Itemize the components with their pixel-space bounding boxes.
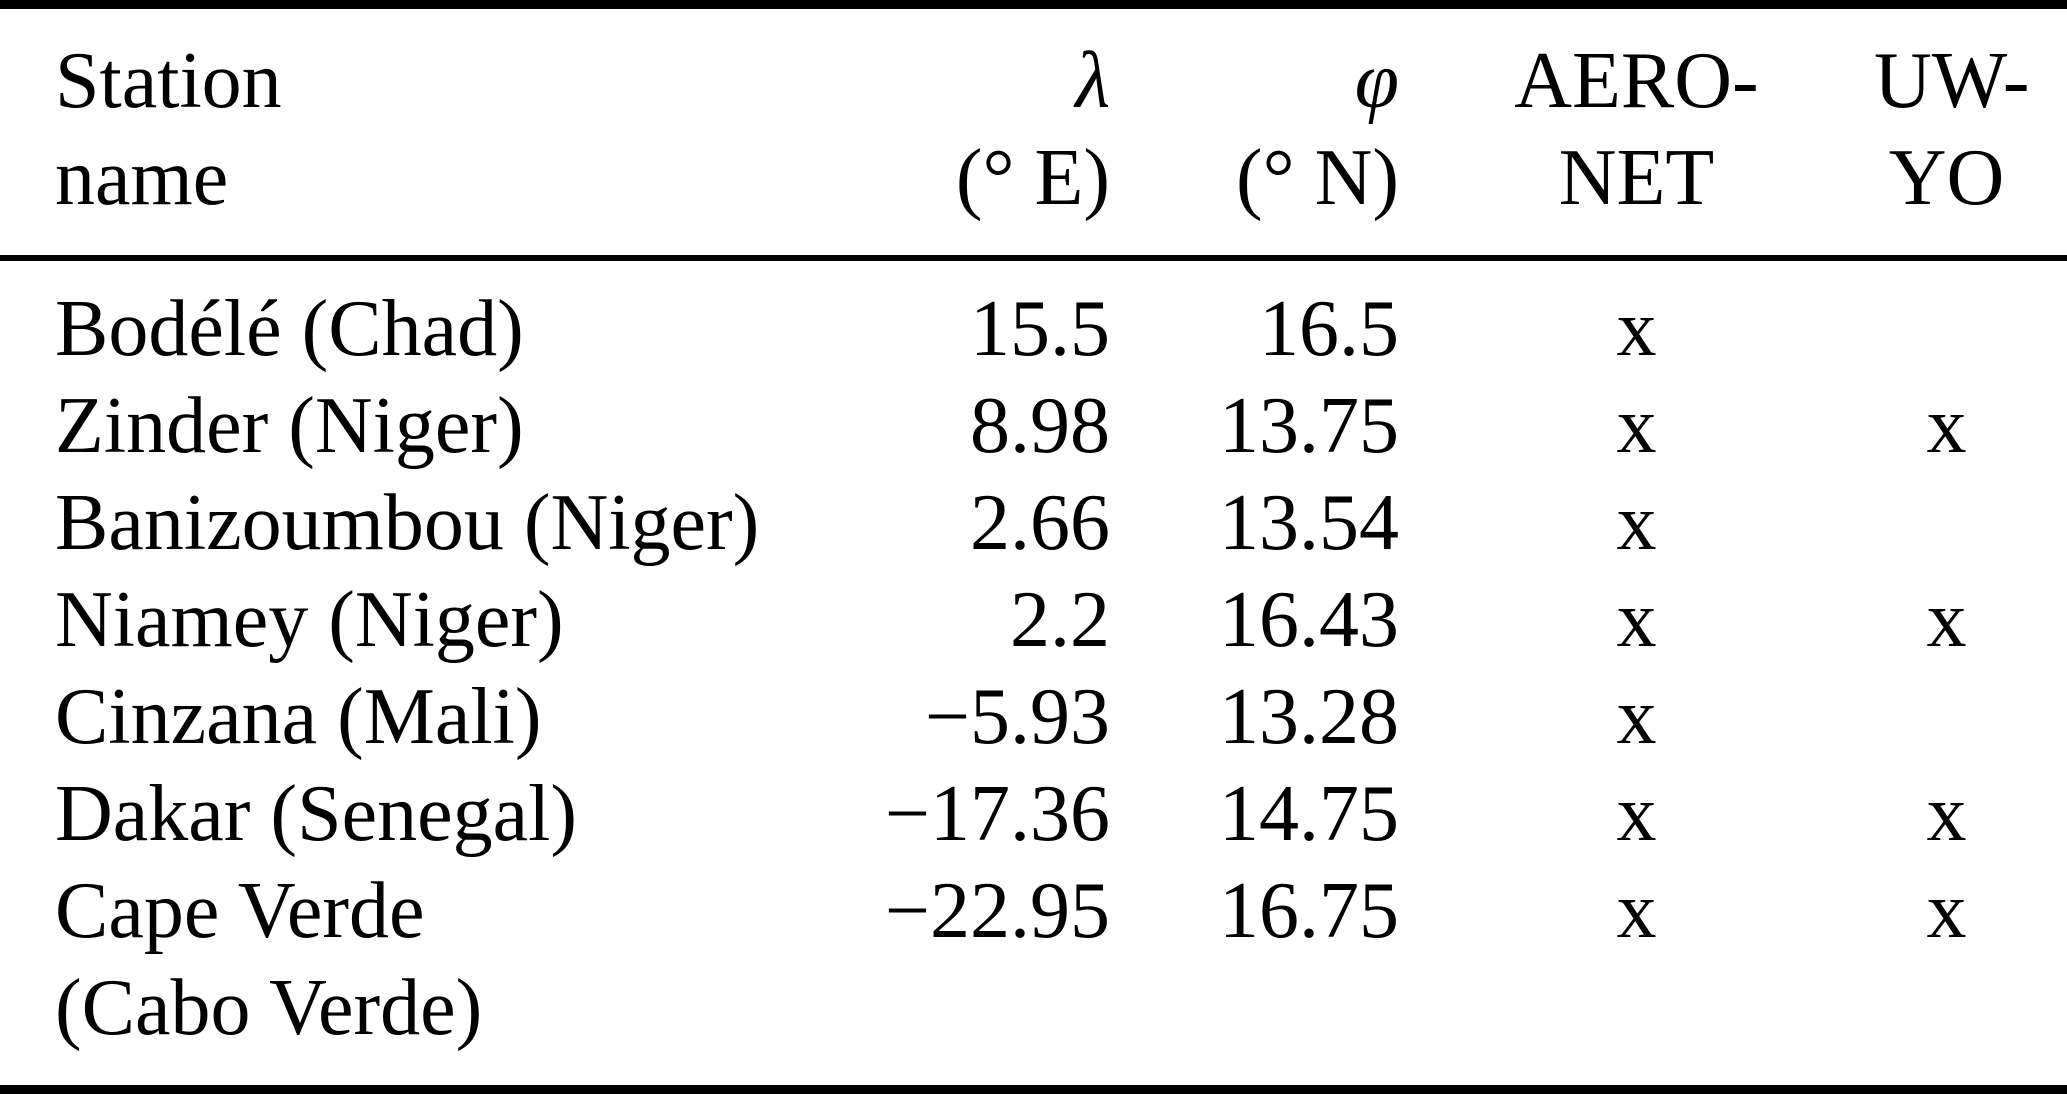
- table-row: Bodélé (Chad) 15.5 16.5 x: [0, 258, 2067, 378]
- header-uwyo-line2: YO: [1888, 134, 2005, 222]
- header-aeronet-line1: AERO-: [1514, 37, 1759, 125]
- uwyo-mark-cell: x: [1926, 867, 1967, 955]
- latitude-cell: 13.28: [1219, 673, 1399, 761]
- table-row: Zinder (Niger) 8.98 13.75 x x: [0, 378, 2067, 475]
- header-station: Station name: [0, 4, 868, 261]
- latitude-cell: 13.54: [1219, 479, 1399, 567]
- station-cell: Cape Verde (Cabo Verde): [0, 863, 868, 1090]
- longitude-cell: 15.5: [970, 285, 1110, 373]
- uwyo-mark-cell: x: [1926, 382, 1967, 470]
- longitude-cell: −17.36: [884, 770, 1110, 858]
- station-cell: Niamey (Niger): [0, 572, 868, 669]
- header-row: Station name λ (° E) φ (° N) AERO- NET U…: [0, 4, 2067, 261]
- latitude-cell: 13.75: [1219, 382, 1399, 470]
- header-station-line2: name: [55, 134, 229, 222]
- longitude-cell: 8.98: [970, 382, 1110, 470]
- header-lon-unit: (° E): [955, 134, 1110, 222]
- header-aeronet-line2: NET: [1558, 134, 1715, 222]
- header-station-line1: Station: [55, 37, 282, 125]
- aeronet-mark-cell: x: [1616, 285, 1657, 373]
- station-name: Zinder (Niger): [55, 382, 524, 470]
- longitude-cell: −5.93: [924, 673, 1110, 761]
- station-cell: Banizoumbou (Niger): [0, 475, 868, 572]
- table-row: Niamey (Niger) 2.2 16.43 x x: [0, 572, 2067, 669]
- table-row: Banizoumbou (Niger) 2.66 13.54 x: [0, 475, 2067, 572]
- table-row: Cape Verde (Cabo Verde) −22.95 16.75 x x: [0, 863, 2067, 1090]
- header-lambda-symbol: λ: [1075, 37, 1110, 125]
- station-name: Cinzana (Mali): [55, 673, 542, 761]
- header-latitude: φ (° N): [1110, 4, 1399, 261]
- station-cell: Zinder (Niger): [0, 378, 868, 475]
- header-uwyo-line1: UW-: [1874, 37, 2030, 125]
- table-body: Bodélé (Chad) 15.5 16.5 x Zinder (Niger)…: [0, 258, 2067, 1090]
- longitude-cell: −22.95: [884, 867, 1110, 955]
- station-name: Niamey (Niger): [55, 576, 564, 664]
- uwyo-mark-cell: [1874, 258, 2067, 378]
- station-cell: Cinzana (Mali): [0, 669, 868, 766]
- aeronet-mark-cell: x: [1616, 382, 1657, 470]
- station-cell: Dakar (Senegal): [0, 766, 868, 863]
- station-cell: Bodélé (Chad): [0, 258, 868, 378]
- header-uwyo: UW- YO: [1874, 4, 2067, 261]
- latitude-cell: 14.75: [1219, 770, 1399, 858]
- table-header: Station name λ (° E) φ (° N) AERO- NET U…: [0, 4, 2067, 261]
- station-name: Cape Verde: [55, 867, 425, 955]
- uwyo-mark-cell: [1874, 669, 2067, 766]
- aeronet-mark-cell: x: [1616, 770, 1657, 858]
- station-name-line2: (Cabo Verde): [55, 964, 483, 1052]
- table-row: Dakar (Senegal) −17.36 14.75 x x: [0, 766, 2067, 863]
- station-name: Dakar (Senegal): [55, 770, 577, 858]
- latitude-cell: 16.75: [1219, 867, 1399, 955]
- table-row: Cinzana (Mali) −5.93 13.28 x: [0, 669, 2067, 766]
- header-phi-symbol: φ: [1354, 37, 1399, 125]
- longitude-cell: 2.66: [970, 479, 1110, 567]
- header-aeronet: AERO- NET: [1399, 4, 1874, 261]
- station-name: Bodélé (Chad): [55, 285, 524, 373]
- uwyo-mark-cell: [1874, 475, 2067, 572]
- latitude-cell: 16.5: [1259, 285, 1399, 373]
- aeronet-mark-cell: x: [1616, 479, 1657, 567]
- header-lat-unit: (° N): [1235, 134, 1399, 222]
- aeronet-mark-cell: x: [1616, 576, 1657, 664]
- station-name: Banizoumbou (Niger): [55, 479, 760, 567]
- longitude-cell: 2.2: [1010, 576, 1110, 664]
- latitude-cell: 16.43: [1219, 576, 1399, 664]
- header-longitude: λ (° E): [868, 4, 1110, 261]
- uwyo-mark-cell: x: [1926, 576, 1967, 664]
- uwyo-mark-cell: x: [1926, 770, 1967, 858]
- aeronet-mark-cell: x: [1616, 673, 1657, 761]
- aeronet-mark-cell: x: [1616, 867, 1657, 955]
